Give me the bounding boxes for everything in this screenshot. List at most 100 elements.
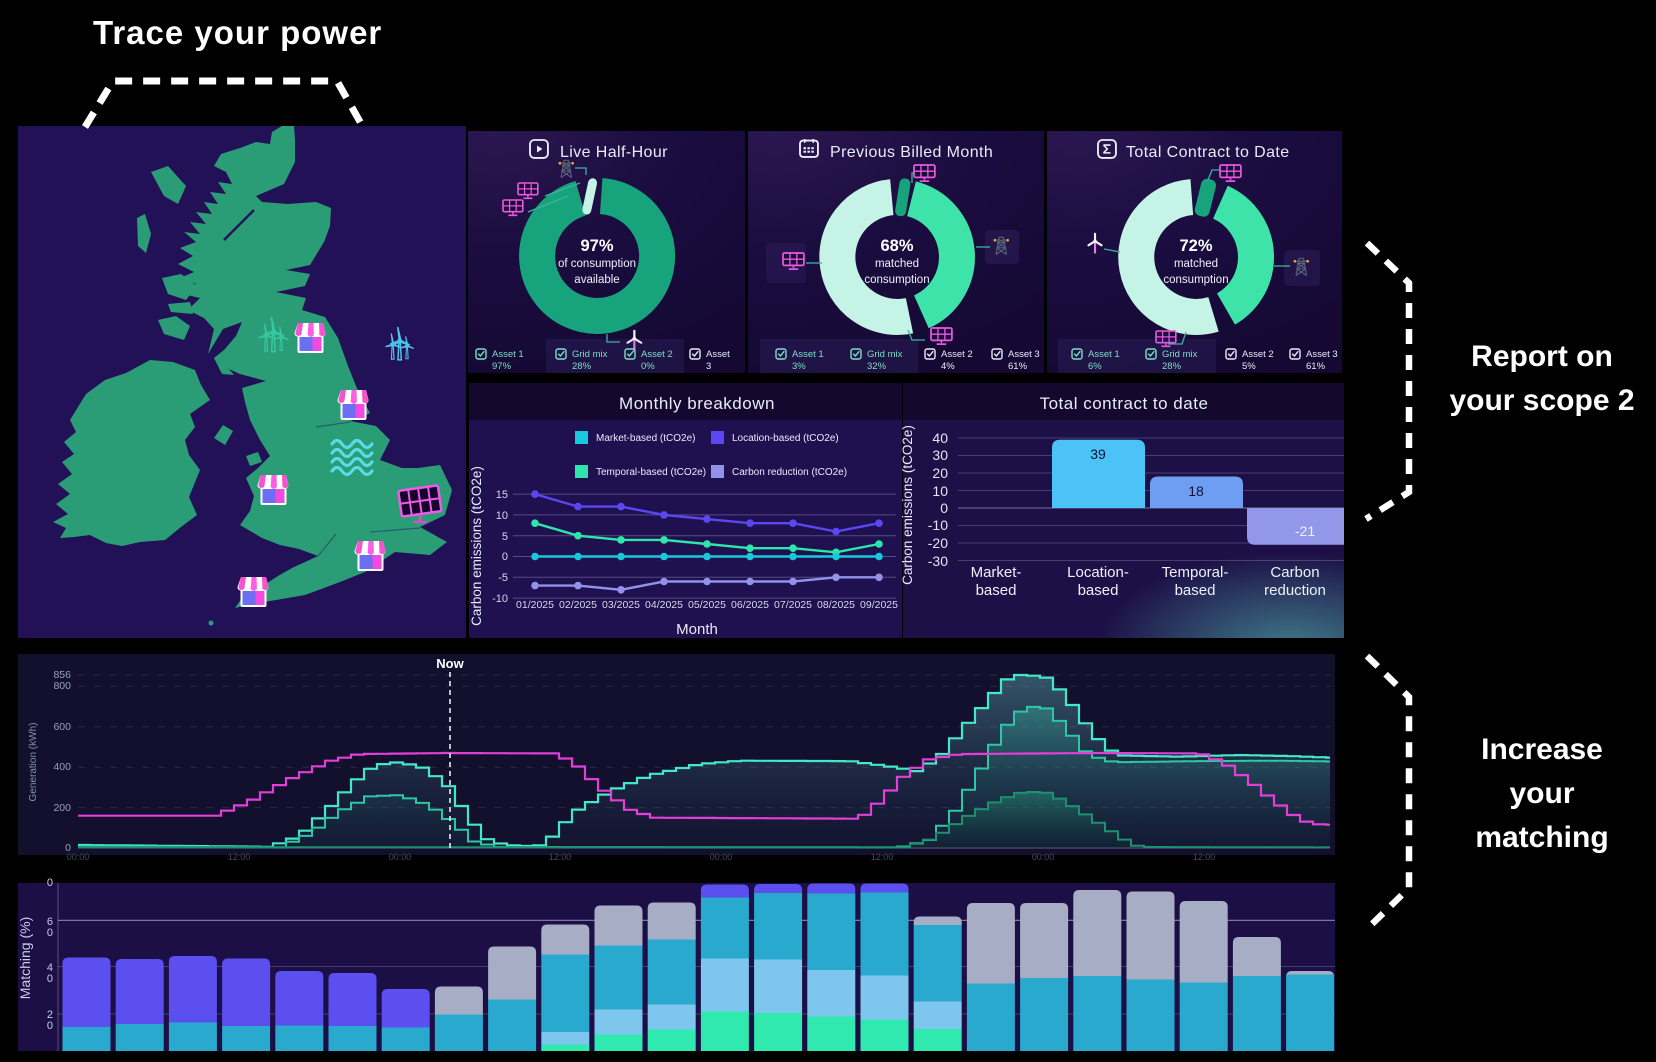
svg-text:0: 0 [65, 842, 71, 854]
svg-text:18: 18 [1188, 483, 1204, 499]
svg-text:Location-: Location- [1067, 564, 1129, 581]
svg-text:68%: 68% [880, 237, 913, 255]
svg-text:05/2025: 05/2025 [688, 599, 726, 611]
svg-text:Matching (%): Matching (%) [17, 917, 33, 999]
svg-text:10: 10 [932, 483, 948, 499]
svg-text:0: 0 [47, 973, 53, 985]
svg-text:40: 40 [932, 430, 948, 446]
svg-text:6: 6 [47, 916, 53, 928]
svg-text:10: 10 [496, 510, 508, 522]
svg-text:15: 15 [496, 489, 508, 501]
svg-text:08/2025: 08/2025 [817, 599, 855, 611]
svg-text:12:00: 12:00 [871, 852, 894, 862]
svg-text:-21: -21 [1295, 523, 1315, 539]
svg-text:61%: 61% [1306, 361, 1326, 372]
svg-text:Total Contract to Date: Total Contract to Date [1126, 144, 1290, 161]
svg-text:5%: 5% [1242, 361, 1256, 372]
svg-text:based: based [1078, 582, 1119, 599]
svg-text:04/2025: 04/2025 [645, 599, 683, 611]
svg-text:97%: 97% [492, 361, 512, 372]
svg-text:01/2025: 01/2025 [516, 599, 554, 611]
svg-text:Temporal-: Temporal- [1162, 564, 1229, 581]
svg-text:of consumption: of consumption [558, 258, 636, 270]
svg-text:Monthly breakdown: Monthly breakdown [619, 394, 775, 413]
svg-text:Asset 3: Asset 3 [1306, 349, 1338, 360]
svg-text:06/2025: 06/2025 [731, 599, 769, 611]
svg-text:-30: -30 [928, 553, 948, 569]
svg-text:Asset 1: Asset 1 [792, 349, 824, 360]
svg-text:600: 600 [53, 721, 71, 733]
svg-text:0: 0 [502, 551, 508, 563]
svg-text:available: available [574, 274, 619, 286]
svg-text:matched: matched [1174, 258, 1218, 270]
svg-text:Asset 1: Asset 1 [1088, 349, 1120, 360]
svg-text:Carbon emissions (tCO2e): Carbon emissions (tCO2e) [900, 425, 915, 585]
svg-text:-5: -5 [498, 572, 508, 584]
svg-text:0: 0 [47, 927, 53, 939]
svg-text:00:00: 00:00 [710, 852, 733, 862]
svg-text:Asset 2: Asset 2 [1242, 349, 1274, 360]
svg-text:Location-based (tCO2e): Location-based (tCO2e) [732, 433, 839, 444]
svg-text:Asset 3: Asset 3 [1008, 349, 1040, 360]
svg-text:12:00: 12:00 [1193, 852, 1216, 862]
svg-text:30: 30 [932, 447, 948, 463]
svg-text:-10: -10 [928, 517, 948, 533]
svg-text:00:00: 00:00 [389, 852, 412, 862]
svg-text:0%: 0% [641, 361, 655, 372]
svg-text:09/2025: 09/2025 [860, 599, 898, 611]
svg-text:consumption: consumption [864, 274, 929, 286]
svg-text:12:00: 12:00 [549, 852, 572, 862]
svg-text:61%: 61% [1008, 361, 1028, 372]
svg-text:0: 0 [47, 1020, 53, 1032]
svg-text:based: based [976, 582, 1017, 599]
svg-text:400: 400 [53, 761, 71, 773]
svg-text:3%: 3% [792, 361, 806, 372]
svg-text:Asset: Asset [706, 349, 730, 360]
svg-text:32%: 32% [867, 361, 887, 372]
svg-text:6%: 6% [1088, 361, 1102, 372]
svg-text:72%: 72% [1179, 237, 1212, 255]
svg-text:00:00: 00:00 [1032, 852, 1055, 862]
svg-text:200: 200 [53, 802, 71, 814]
svg-text:Total contract to date: Total contract to date [1040, 394, 1209, 413]
svg-text:800: 800 [53, 680, 71, 692]
svg-text:reduction: reduction [1264, 582, 1326, 599]
svg-text:based: based [1175, 582, 1216, 599]
svg-text:0: 0 [47, 877, 53, 889]
svg-text:-20: -20 [928, 535, 948, 551]
svg-text:Previous Billed Month: Previous Billed Month [830, 144, 993, 161]
svg-text:matched: matched [875, 258, 919, 270]
svg-text:856: 856 [53, 669, 71, 681]
svg-text:2: 2 [47, 1009, 53, 1021]
svg-text:Grid mix: Grid mix [1162, 349, 1198, 360]
svg-text:5: 5 [502, 531, 508, 543]
svg-text:consumption: consumption [1163, 274, 1228, 286]
svg-text:Temporal-based (tCO2e): Temporal-based (tCO2e) [596, 467, 706, 478]
svg-text:Now: Now [436, 656, 464, 671]
svg-text:02/2025: 02/2025 [559, 599, 597, 611]
svg-text:Grid mix: Grid mix [867, 349, 903, 360]
svg-text:28%: 28% [572, 361, 592, 372]
svg-text:97%: 97% [580, 237, 613, 255]
svg-text:20: 20 [932, 465, 948, 481]
svg-text:4: 4 [47, 962, 53, 974]
svg-text:4%: 4% [941, 361, 955, 372]
svg-text:Live Half-Hour: Live Half-Hour [560, 144, 668, 161]
svg-text:Asset 2: Asset 2 [641, 349, 673, 360]
svg-text:Carbon reduction (tCO2e): Carbon reduction (tCO2e) [732, 467, 847, 478]
svg-text:3: 3 [706, 361, 711, 372]
svg-text:Market-based (tCO2e): Market-based (tCO2e) [596, 433, 695, 444]
svg-text:0: 0 [940, 500, 948, 516]
svg-text:Market-: Market- [971, 564, 1022, 581]
svg-text:Asset 1: Asset 1 [492, 349, 524, 360]
svg-text:-10: -10 [492, 593, 508, 605]
svg-text:Carbon emissions (tCO2e): Carbon emissions (tCO2e) [469, 466, 484, 626]
svg-text:28%: 28% [1162, 361, 1182, 372]
svg-text:12:00: 12:00 [228, 852, 251, 862]
svg-text:Month: Month [676, 621, 718, 638]
svg-text:39: 39 [1090, 446, 1106, 462]
svg-text:Generation (kWh): Generation (kWh) [28, 723, 39, 802]
svg-text:00:00: 00:00 [67, 852, 90, 862]
svg-text:Asset 2: Asset 2 [941, 349, 973, 360]
svg-text:Carbon: Carbon [1270, 564, 1319, 581]
